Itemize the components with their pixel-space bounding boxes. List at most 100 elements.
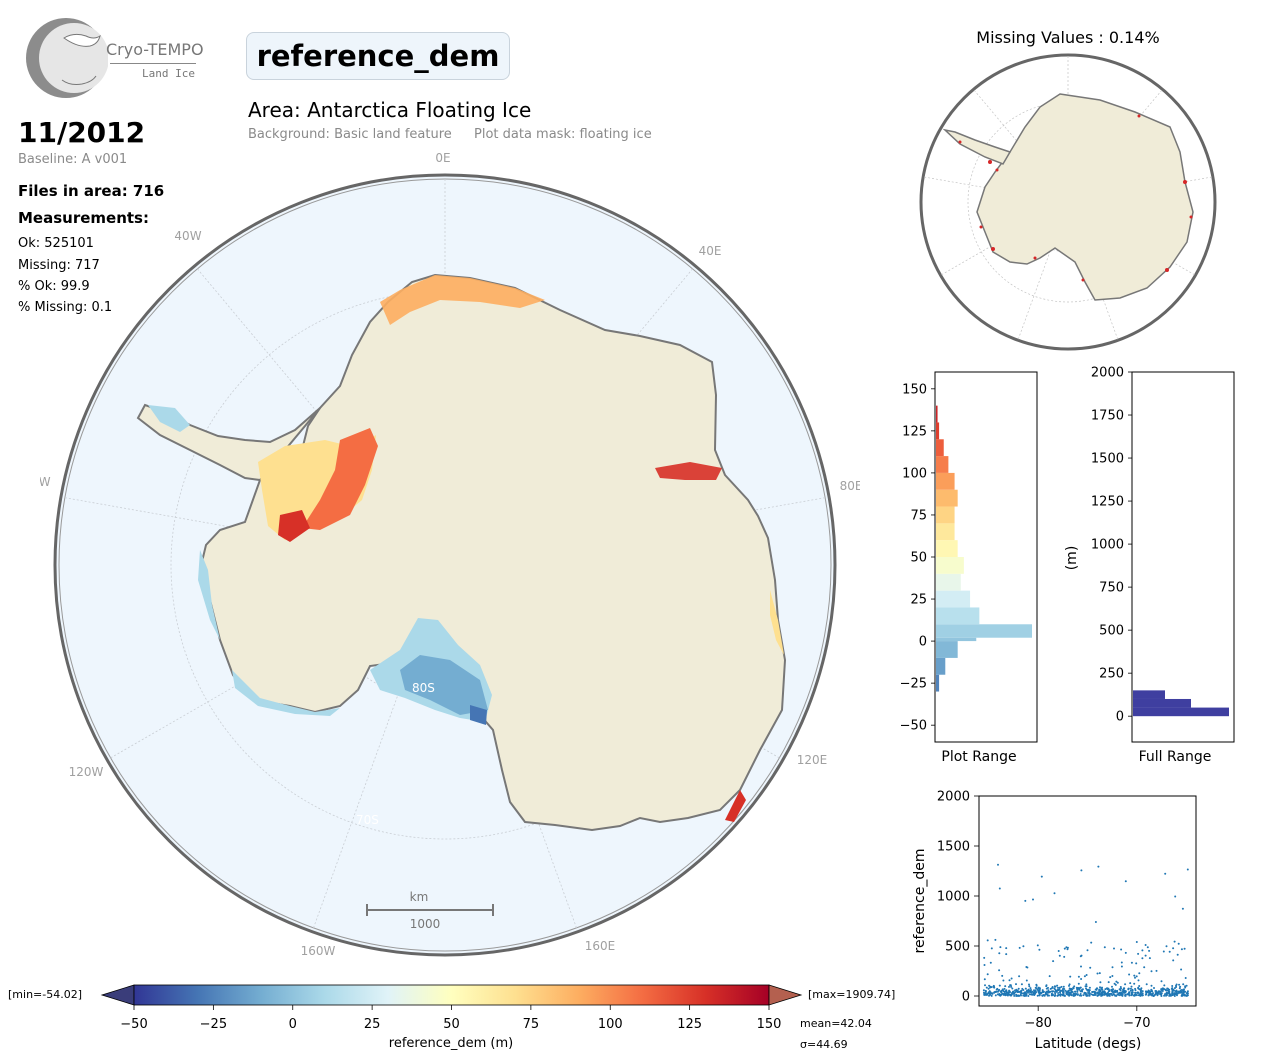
scatter-point <box>1151 990 1154 993</box>
scatter-point <box>1000 991 1003 994</box>
variable-title: reference_dem <box>246 32 510 80</box>
scatter-point <box>1062 987 1065 990</box>
hist2-bars <box>1133 690 1229 717</box>
scatter-point <box>1118 991 1121 994</box>
scatter-point <box>1111 990 1114 993</box>
scatter-ylabel: reference_dem <box>912 849 928 954</box>
scatter-point <box>1099 993 1102 996</box>
scatter-point <box>1130 985 1133 988</box>
scatter-point <box>1186 992 1189 995</box>
scatter-point <box>1035 984 1038 987</box>
scalebar-unit: km <box>410 890 429 904</box>
scatter-point <box>1137 986 1140 989</box>
scatter-point <box>1045 984 1048 987</box>
scatter-point <box>1008 990 1011 993</box>
scatter-point <box>1147 994 1150 997</box>
colorbar-tick-label: 50 <box>443 1017 460 1032</box>
scatter-point <box>1096 972 1099 975</box>
scatter-point <box>989 992 992 995</box>
scatter-point <box>1062 994 1065 997</box>
scatter-point <box>1032 993 1035 996</box>
scatter-point <box>1148 949 1151 952</box>
scatter-point <box>1120 948 1123 951</box>
scatter-point <box>1036 994 1039 997</box>
scatter-point <box>1002 990 1005 993</box>
scatter-ytick-label: 0 <box>962 990 970 1005</box>
hist-plot-range: −50 −25 0 25 50 75 100 125 150 Plot Range <box>900 371 1038 765</box>
scatter-point <box>1096 994 1099 997</box>
scatter-point <box>1135 975 1138 978</box>
scatter-point <box>1155 969 1158 972</box>
scatter-point <box>1023 994 1026 997</box>
scatter-point <box>1025 993 1028 996</box>
scatter-point <box>1124 880 1127 883</box>
scatter-point <box>1074 992 1077 995</box>
scatter-point <box>1018 946 1021 949</box>
scatter-point <box>1179 985 1182 988</box>
scatter-point <box>1124 990 1127 993</box>
scatter-point <box>1011 987 1014 990</box>
scatter-point <box>1186 990 1189 993</box>
scatter-point <box>1128 991 1131 994</box>
scatter-point <box>989 985 992 988</box>
scatter-point <box>1175 991 1178 994</box>
scatter-point <box>1038 948 1041 951</box>
scatter-point <box>1070 994 1073 997</box>
hist1-bar <box>936 557 964 574</box>
scatter-point <box>1110 988 1113 991</box>
scatter-point <box>1036 944 1039 947</box>
hist2-ytick-label: 750 <box>1099 581 1124 596</box>
colorbar-min-arrow <box>100 984 135 1006</box>
scatter-point <box>1068 992 1071 994</box>
scatter-point <box>1173 987 1176 990</box>
hist1-bar <box>936 489 958 507</box>
scatter-point <box>1080 965 1082 968</box>
scatter-point <box>1173 940 1176 943</box>
hist1-bar <box>936 472 955 490</box>
scatter-point <box>1020 994 1022 997</box>
scatter-point <box>1186 868 1189 871</box>
scatter-point <box>1186 994 1189 997</box>
scatter-point <box>1042 990 1045 993</box>
scatter-point <box>1177 942 1180 945</box>
scatter-point <box>1053 892 1056 895</box>
scatter-point <box>1133 982 1136 985</box>
scatter-point <box>1129 987 1132 990</box>
scatter-point <box>1054 992 1057 995</box>
scatter-point <box>1078 994 1081 997</box>
scatter-point <box>1059 994 1062 997</box>
scatter-point <box>1127 987 1130 990</box>
scatter-point <box>1013 994 1016 997</box>
colorbar-ticks: −50 −25 0 25 50 75 100 125 150 <box>120 1005 781 1032</box>
scatter-point <box>1029 987 1032 990</box>
scatter-point <box>1058 954 1061 957</box>
scatter-point <box>1033 990 1036 993</box>
scatter-point <box>1060 989 1063 992</box>
hist1-bar <box>936 657 946 675</box>
scatter-point <box>990 947 993 950</box>
scatter-point <box>1147 989 1150 992</box>
scatter-point <box>1081 988 1084 991</box>
scatter-point <box>1088 990 1091 993</box>
scatter-point <box>1180 948 1183 951</box>
scatter-point <box>995 990 998 993</box>
scatter-ytick-label: 2000 <box>937 790 970 805</box>
scatter-point <box>1065 991 1068 994</box>
scatter-point <box>1009 984 1012 987</box>
hist1-bar <box>936 674 940 692</box>
colorbar-label: reference_dem (m) <box>389 1036 513 1051</box>
hist1-bar <box>936 641 958 658</box>
scatter-point <box>1058 986 1061 989</box>
scatter-point <box>1184 986 1187 989</box>
scatter-point <box>1140 987 1143 990</box>
ice-shelves <box>148 275 784 822</box>
missing-map-title: Missing Values : 0.14% <box>976 28 1160 47</box>
scatter-point <box>1037 989 1040 992</box>
area-title: Area: Antarctica Floating Ice <box>248 98 532 122</box>
scatter-point <box>993 991 996 994</box>
scatter-point <box>1079 990 1082 993</box>
scatter-point <box>1038 987 1040 990</box>
scatter-point <box>999 946 1002 949</box>
scatter-point <box>1120 987 1122 990</box>
scatter-point <box>1080 869 1083 872</box>
